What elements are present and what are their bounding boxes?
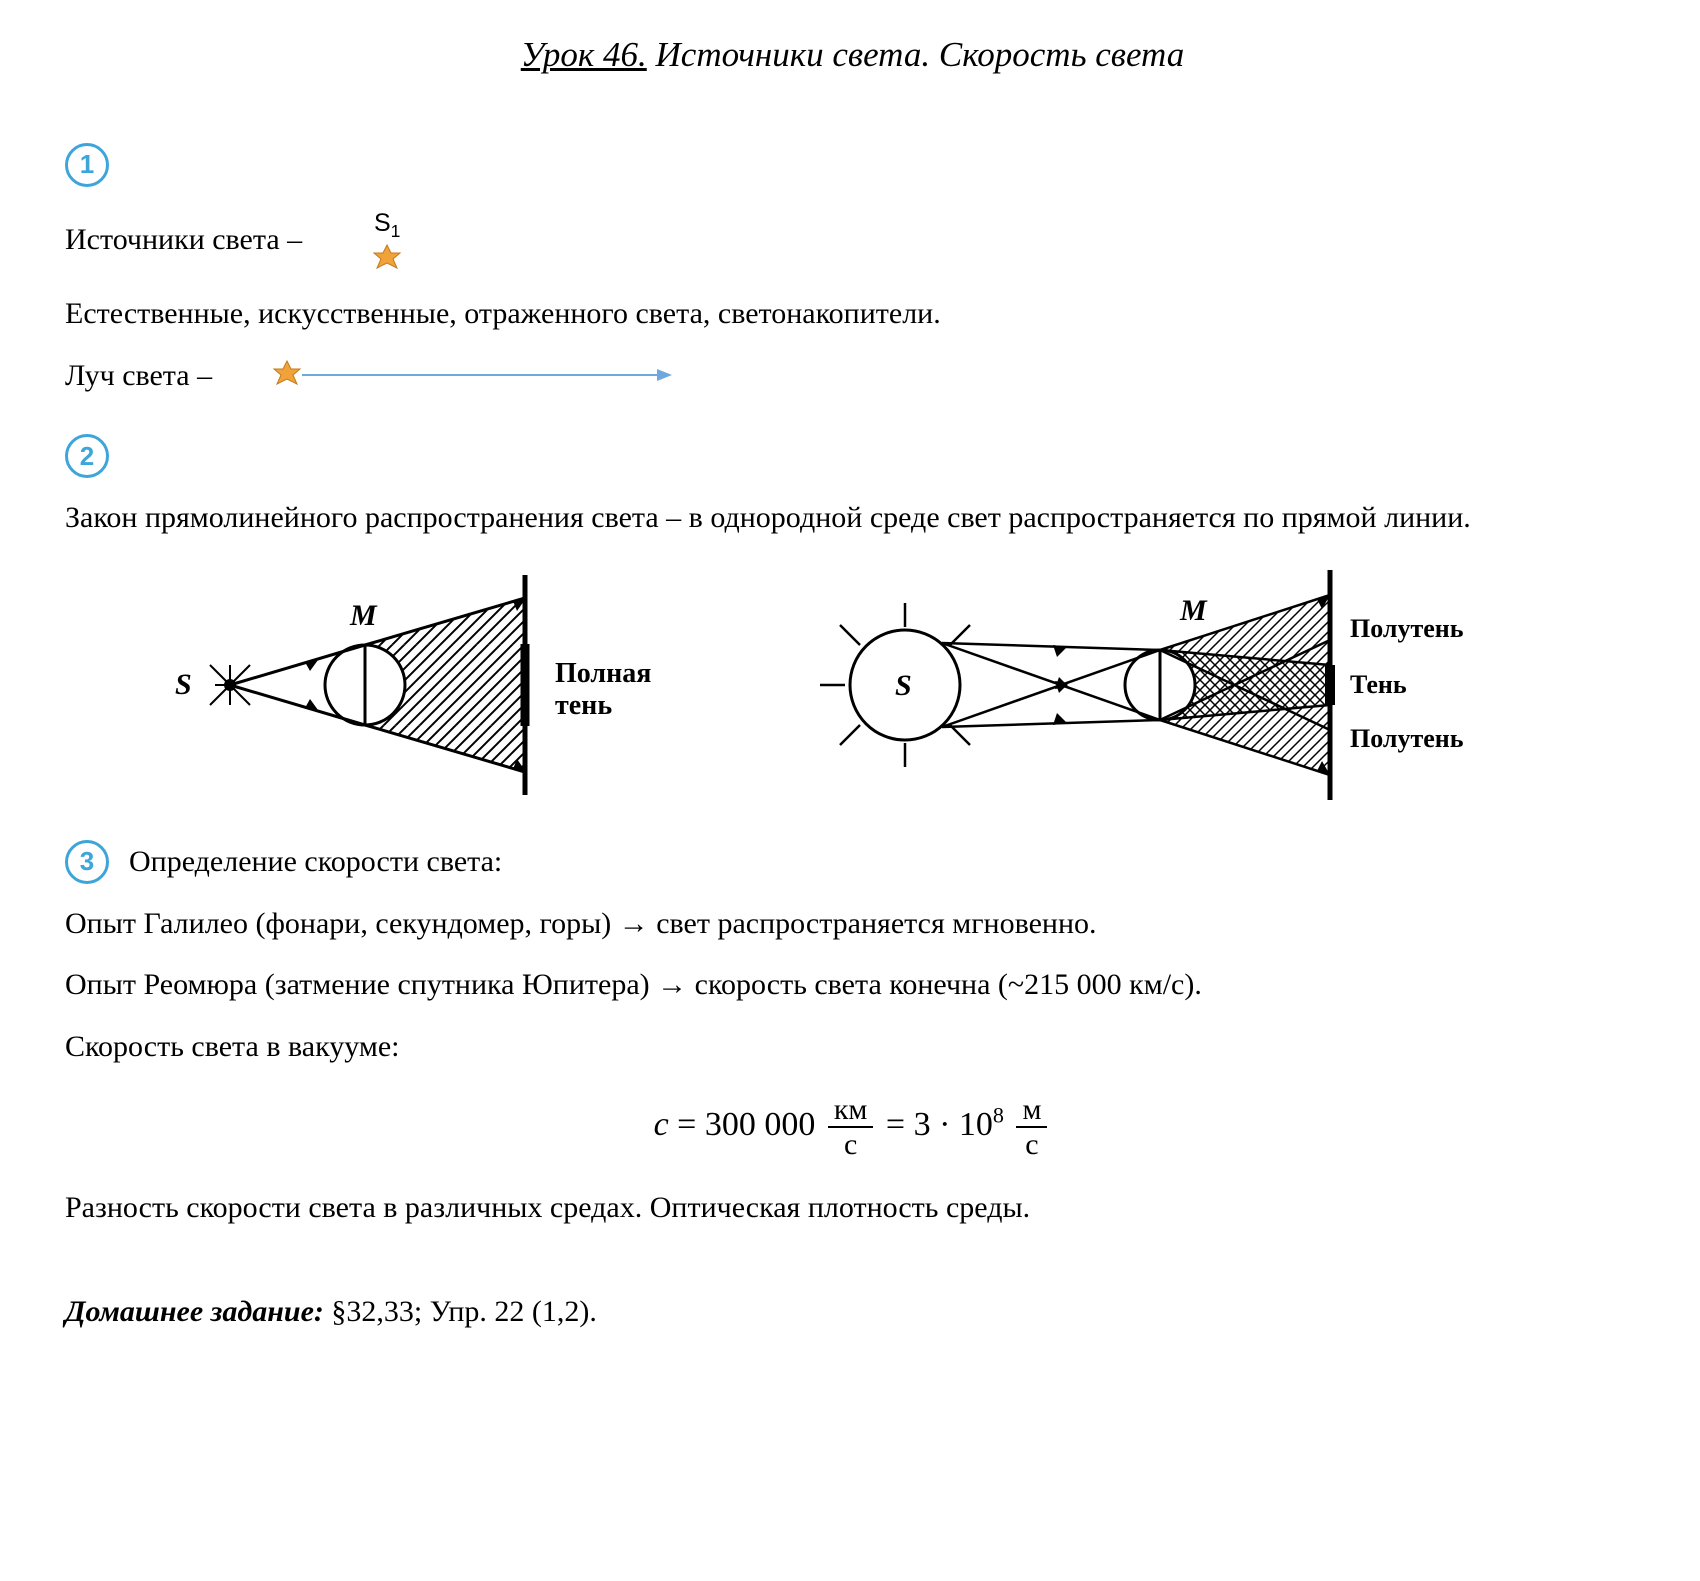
diagram-full-shadow: S M bbox=[155, 570, 715, 800]
title-rest: Источники света. Скорость света bbox=[647, 35, 1185, 74]
homework-text: §32,33; Упр. 22 (1,2). bbox=[324, 1295, 597, 1328]
label-S-right: S bbox=[895, 669, 912, 702]
law-text: Закон прямолинейного распространения све… bbox=[65, 496, 1640, 540]
section-2: 2 Закон прямолинейного распространения с… bbox=[65, 432, 1640, 805]
s1-label: S1 bbox=[374, 205, 400, 244]
star-icon bbox=[272, 360, 302, 390]
badge-3: 3 bbox=[65, 840, 109, 884]
roemer-text: Опыт Реомюра (затмение спутника Юпитера)… bbox=[65, 963, 1640, 1007]
ray-diagram bbox=[272, 360, 672, 390]
label-penumbra-bottom: Полутень bbox=[1350, 724, 1464, 753]
arrow-icon bbox=[302, 365, 672, 385]
shadow-diagrams: S M bbox=[155, 565, 1640, 805]
sources-row: Источники света – S1 bbox=[65, 205, 1640, 274]
label-M: M bbox=[349, 599, 378, 632]
label-full-shadow: Полная тень bbox=[555, 658, 658, 721]
sources-types: Естественные, искусственные, отраженного… bbox=[65, 292, 1640, 336]
galileo-text: Опыт Галилео (фонари, секундомер, горы) … bbox=[65, 902, 1640, 946]
density-text: Разность скорости света в различных сред… bbox=[65, 1186, 1640, 1230]
label-umbra: Тень bbox=[1350, 670, 1407, 699]
star-icon bbox=[372, 244, 402, 274]
label-penumbra-top: Полутень bbox=[1350, 614, 1464, 643]
label-M-right: M bbox=[1179, 594, 1208, 627]
diagram-penumbra: S M bbox=[785, 565, 1505, 805]
label-S: S bbox=[175, 668, 192, 701]
badge-1: 1 bbox=[65, 143, 109, 187]
ray-row: Луч света – bbox=[65, 354, 1640, 398]
badge-2: 2 bbox=[65, 434, 109, 478]
speed-formula: c = 300 000 кмс = 3 · 108 мс bbox=[65, 1093, 1640, 1161]
sources-label: Источники света – bbox=[65, 218, 302, 262]
homework: Домашнее задание: §32,33; Упр. 22 (1,2). bbox=[65, 1290, 1640, 1334]
title-underline: Урок 46. bbox=[521, 35, 647, 74]
page-title: Урок 46. Источники света. Скорость света bbox=[65, 30, 1640, 81]
sec3-heading: Определение скорости света: bbox=[129, 840, 502, 884]
ray-label: Луч света – bbox=[65, 354, 212, 398]
star-s1: S1 bbox=[372, 205, 402, 274]
section-1: 1 Источники света – S1 Естественные, иск… bbox=[65, 141, 1640, 397]
section-3: 3 Определение скорости света: Опыт Галил… bbox=[65, 840, 1640, 1230]
homework-label: Домашнее задание: bbox=[65, 1295, 324, 1328]
vacuum-text: Скорость света в вакууме: bbox=[65, 1025, 1640, 1069]
